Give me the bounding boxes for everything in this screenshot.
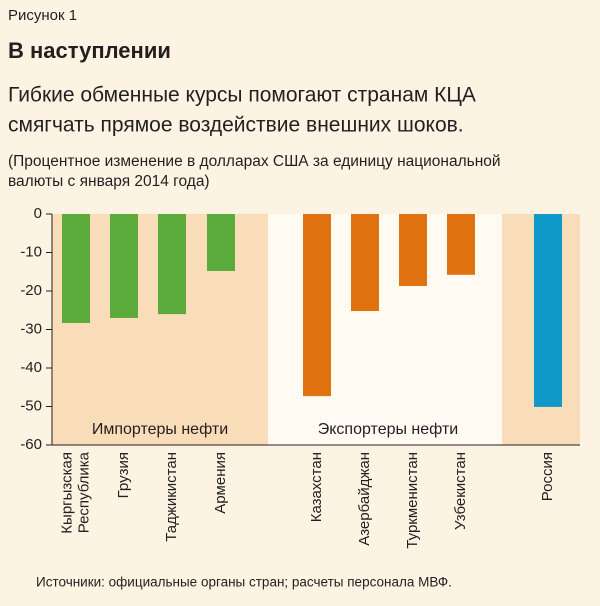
group-label: Импортеры нефти — [92, 421, 228, 438]
bar — [207, 214, 235, 271]
x-tick-label: Таджикистан — [163, 452, 180, 542]
y-tick-label: -10 — [20, 243, 42, 260]
subtitle: Гибкие обменные курсы помогают странам К… — [8, 84, 476, 107]
x-tick-label: Азербайджан — [356, 452, 373, 546]
y-tick-label: -50 — [20, 397, 42, 414]
x-tick-label: Армения — [212, 452, 229, 514]
figure-label: Рисунок 1 — [8, 7, 77, 24]
source: Источники: официальные органы стран; рас… — [36, 575, 452, 590]
y-tick-label: -20 — [20, 282, 42, 299]
x-tick-label: Россия — [539, 452, 556, 501]
bar — [351, 214, 379, 312]
subtitle: смягчать прямое воздействие внешних шоко… — [8, 114, 464, 137]
x-tick-label: Узбекистан — [452, 452, 469, 530]
chart-title: В наступлении — [8, 38, 171, 63]
x-tick-label: Туркменистан — [404, 452, 421, 549]
bar — [399, 214, 427, 286]
bar — [447, 214, 475, 275]
bar — [62, 214, 90, 323]
bar — [110, 214, 138, 318]
x-tick-label: Казахстан — [308, 452, 325, 522]
y-tick-label: -60 — [20, 436, 42, 453]
note: валюты с января 2014 года) — [8, 173, 210, 190]
y-tick-label: -40 — [20, 359, 42, 376]
y-tick-label: 0 — [34, 205, 42, 222]
bar — [158, 214, 186, 315]
x-tick-label: Грузия — [115, 452, 132, 498]
bar — [303, 214, 331, 397]
x-tick-label: КыргызскаяРеспублика — [58, 451, 92, 533]
group-label: Экспортеры нефти — [318, 421, 459, 438]
y-tick-label: -30 — [20, 320, 42, 337]
bar — [534, 214, 562, 407]
note: (Процентное изменение в долларах США за … — [8, 153, 501, 170]
